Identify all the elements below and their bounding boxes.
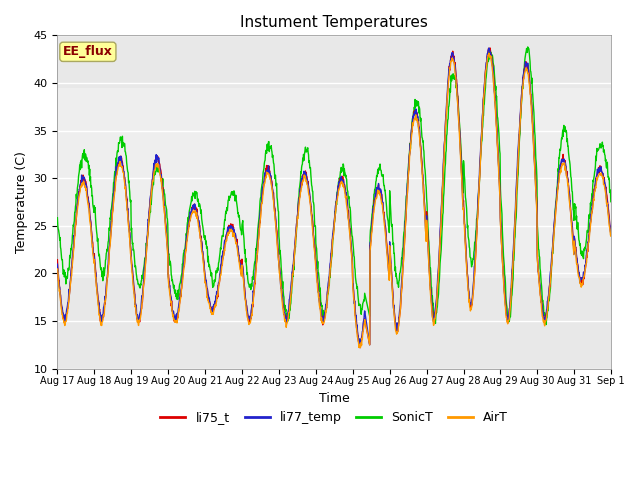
X-axis label: Time: Time <box>319 392 349 405</box>
Y-axis label: Temperature (C): Temperature (C) <box>15 151 28 253</box>
li75_t <box>493 127 501 133</box>
AirT <box>54 266 61 272</box>
AirT <box>542 318 550 324</box>
SonicT <box>420 148 428 154</box>
AirT <box>356 345 364 350</box>
SonicT <box>177 278 184 284</box>
SonicT <box>541 314 549 320</box>
SonicT <box>607 199 614 204</box>
li75_t <box>163 236 171 242</box>
AirT <box>163 243 171 249</box>
li75_t <box>542 312 550 318</box>
SonicT <box>542 322 550 327</box>
li77_temp <box>420 198 428 204</box>
SonicT <box>163 215 171 221</box>
li77_temp <box>54 261 61 267</box>
Text: EE_flux: EE_flux <box>63 45 113 59</box>
SonicT <box>492 95 500 101</box>
li75_t <box>420 198 428 204</box>
SonicT <box>54 215 61 221</box>
SonicT <box>524 44 532 50</box>
Line: li77_temp: li77_temp <box>58 48 611 345</box>
Bar <box>58 88 611 278</box>
Line: AirT: AirT <box>58 53 611 348</box>
AirT <box>607 233 614 239</box>
AirT <box>420 204 428 210</box>
AirT <box>485 50 493 56</box>
li75_t <box>356 345 364 350</box>
li75_t <box>607 231 614 237</box>
Title: Instument Temperatures: Instument Temperatures <box>241 15 428 30</box>
li77_temp <box>163 241 171 247</box>
li77_temp <box>366 342 374 348</box>
li77_temp <box>493 127 501 132</box>
li77_temp <box>542 314 550 320</box>
li75_t <box>486 45 494 51</box>
li77_temp <box>485 45 493 51</box>
li77_temp <box>177 294 184 300</box>
Legend: li75_t, li77_temp, SonicT, AirT: li75_t, li77_temp, SonicT, AirT <box>156 406 513 429</box>
li77_temp <box>607 230 614 236</box>
AirT <box>493 135 501 141</box>
AirT <box>177 296 184 301</box>
li75_t <box>54 257 61 263</box>
AirT <box>239 267 246 273</box>
li75_t <box>239 262 246 268</box>
li75_t <box>177 290 184 296</box>
Line: SonicT: SonicT <box>58 47 611 324</box>
Line: li75_t: li75_t <box>58 48 611 348</box>
SonicT <box>239 220 246 226</box>
li77_temp <box>239 262 246 267</box>
